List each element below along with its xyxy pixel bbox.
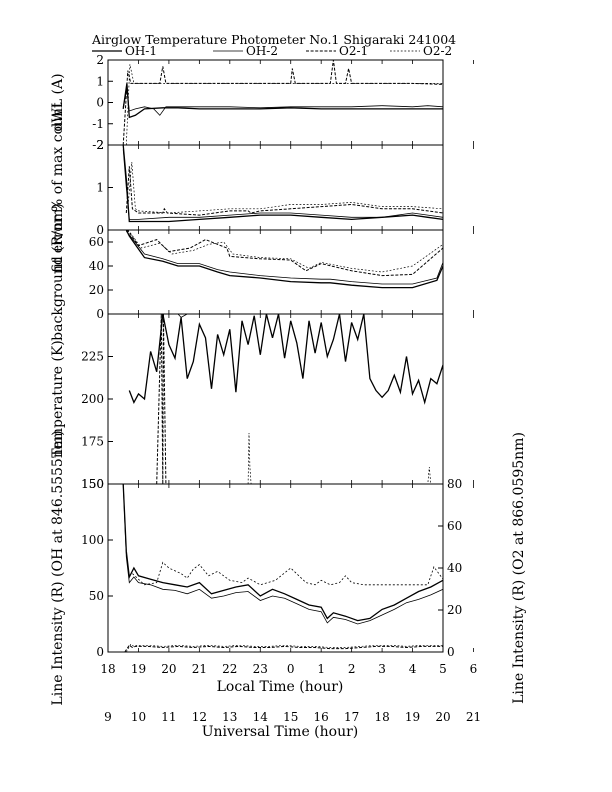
y-tick-label: 20 (89, 283, 104, 297)
series-oh-1-upper- (177, 314, 364, 318)
x-bottom-tick-label: 13 (222, 710, 237, 724)
series-oh-1 (128, 314, 443, 405)
series-o2-1-scatter- (132, 561, 443, 586)
panel-frame (107, 229, 444, 315)
panel-4: 225 200 175 150 Temperature (K) (50, 313, 474, 491)
series-o2-2 (125, 64, 443, 145)
x-top-tick-label: 4 (409, 662, 417, 676)
y-tick-label: 0 (96, 307, 104, 321)
series-o2-1 (156, 314, 167, 484)
series-o2-2 (127, 230, 443, 273)
x-top-tick-label: 5 (439, 662, 447, 676)
y-axis-label: background (R/nm) (50, 203, 66, 341)
y-tick-label: -1 (92, 117, 104, 131)
y-right-tick-label: 20 (447, 603, 462, 617)
series-oh-2 (122, 149, 443, 220)
series-o2-1 (125, 166, 443, 216)
legend-label-oh-1: OH-1 (125, 44, 157, 58)
x-bottom-tick-label: 12 (192, 710, 207, 724)
series-oh-2 (122, 89, 443, 116)
y-axis-label: Line Intensity (R) (OH at 846.5555nm) (50, 430, 66, 705)
chart-title: Airglow Temperature Photometer No.1 Shig… (91, 32, 456, 47)
x-top-tick-label: 0 (287, 662, 295, 676)
y-tick-label: 1 (96, 74, 104, 88)
x-bottom-tick-label: 19 (405, 710, 420, 724)
y-right-tick-label: 0 (447, 645, 455, 659)
x-bottom-label: Universal Time (hour) (202, 724, 359, 740)
panel-3: 60 40 20 0 background (R/nm) (50, 203, 474, 341)
x-bottom-tick-label: 15 (283, 710, 298, 724)
y-tick-label: 175 (81, 435, 104, 449)
legend-label-o2-2: O2-2 (423, 44, 452, 58)
y-axis-label: dWL (A) (50, 73, 66, 131)
x-top-tick-label: 20 (161, 662, 176, 676)
y-right-tick-label: 60 (447, 519, 462, 533)
legend-label-oh-2: OH-2 (246, 44, 278, 58)
y-right-tick-label: 40 (447, 561, 462, 575)
panel-2: 2 1 0 fit error % of max count (50, 102, 474, 273)
x-bottom-tick-label: 18 (374, 710, 389, 724)
panel-frame (107, 144, 444, 231)
x-bottom-tick-label: 21 (466, 710, 481, 724)
series-o2-1 (122, 60, 443, 145)
x-bottom-tick-label: 10 (131, 710, 146, 724)
y-tick-label: 40 (89, 259, 104, 273)
panel-1: 2 1 0 -1 -2 dWL (A) (50, 53, 474, 152)
x-top-tick-label: 21 (192, 662, 207, 676)
series-oh-1 (122, 83, 443, 119)
x-top-tick-label: 22 (222, 662, 237, 676)
series-o2-1 (124, 644, 443, 652)
y-tick-label: 150 (81, 477, 104, 491)
series-o2-2 (127, 161, 443, 214)
x-top-tick-label: 23 (253, 662, 268, 676)
y-right-label: Line Intensity (R) (O2 at 866.0595nm) (511, 432, 527, 704)
x-bottom-tick-label: 14 (253, 710, 269, 724)
y-tick-label: 2 (96, 138, 104, 152)
series-oh-1 (125, 230, 443, 289)
series-oh-1 (122, 484, 443, 622)
x-top-tick-label: 2 (348, 662, 356, 676)
x-bottom-tick-label: 17 (344, 710, 359, 724)
x-top-tick-label: 18 (100, 662, 115, 676)
x-bottom-tick-label: 16 (314, 710, 329, 724)
x-top-label: Local Time (hour) (217, 679, 344, 695)
series-o2-2 (247, 432, 432, 484)
y-right-tick-label: 80 (447, 477, 462, 491)
y-tick-label: 225 (81, 350, 104, 364)
y-tick-label: 0 (96, 223, 104, 237)
x-top-tick-label: 3 (378, 662, 386, 676)
x-bottom-tick-label: 9 (104, 710, 112, 724)
y-tick-label: 50 (89, 589, 104, 603)
series-oh-1 (122, 145, 443, 223)
x-bottom-tick-label: 11 (161, 710, 176, 724)
y-axis-label: fit error % of max count (50, 102, 66, 273)
y-tick-label: 60 (89, 235, 104, 249)
x-bottom-tick-label: 20 (435, 710, 450, 724)
y-tick-label: 0 (96, 645, 104, 659)
panel-frame (107, 59, 444, 146)
y-tick-label: 200 (81, 392, 104, 406)
legend: OH-1 OH-2 O2-1 O2-2 (92, 44, 452, 58)
series-oh-2 (125, 230, 443, 285)
y-tick-label: 0 (96, 96, 104, 110)
y-axis-label: Temperature (K) (50, 340, 66, 458)
y-tick-label: 1 (96, 181, 104, 195)
y-tick-label: 150 (81, 477, 104, 491)
panel-frame (107, 313, 444, 485)
y-tick-label: -2 (92, 138, 104, 152)
panel-frame (107, 483, 444, 653)
series-o2-2 (125, 643, 443, 652)
x-top-tick-label: 6 (470, 662, 478, 676)
series-oh-2 (122, 484, 443, 625)
x-top-tick-label: 1 (317, 662, 325, 676)
y-tick-label: 2 (96, 53, 104, 67)
legend-label-o2-1: O2-1 (339, 44, 368, 58)
x-top-tick-label: 19 (131, 662, 146, 676)
series-o2-1 (125, 230, 443, 277)
y-tick-label: 100 (81, 533, 104, 547)
